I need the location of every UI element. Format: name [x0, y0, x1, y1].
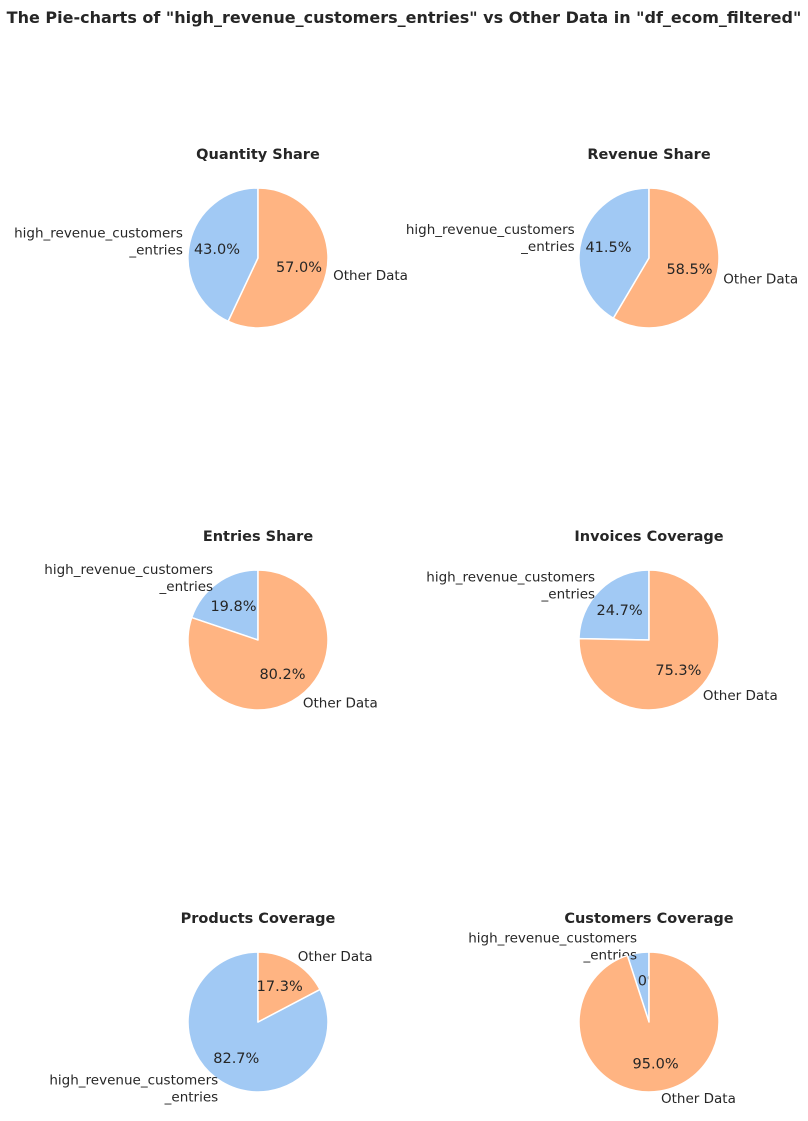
pie-chart-5: Products Coverage 82.7% high_revenue_custo… [49, 911, 372, 1105]
slice-label: high_revenue_customers _entries [44, 562, 213, 595]
slice-percentage: 19.8% [210, 599, 256, 615]
slice-label: high_revenue_customers _entries [406, 222, 575, 255]
slice-percentage: 75.3% [655, 663, 701, 679]
figure-title: The Pie-charts of "high_revenue_customer… [7, 8, 802, 27]
pie-title: Entries Share [203, 529, 313, 545]
slice-percentage: 57.0% [276, 260, 322, 276]
pie-title: Products Coverage [181, 911, 336, 927]
pie-title: Invoices Coverage [574, 529, 723, 545]
slice-label: Other Data [703, 688, 778, 704]
slice-label: high_revenue_customers _entries [14, 226, 183, 259]
pie-chart-2: Revenue Share 41.5% high_revenue_customers… [406, 147, 798, 329]
pie-slice [187, 187, 259, 323]
slice-percentage: 80.2% [259, 667, 305, 683]
slice-label: high_revenue_customers _entries [426, 570, 595, 603]
pie-title: Quantity Share [196, 147, 320, 163]
slice-label: high_revenue_customers _entries [468, 930, 637, 963]
slice-label: Other Data [303, 696, 378, 712]
slice-percentage: 43.0% [194, 242, 240, 258]
pie-chart-1: Quantity Share 43.0% high_revenue_customer… [14, 147, 408, 329]
pie-slice [187, 569, 329, 711]
slice-percentage: 82.7% [213, 1051, 259, 1067]
slice-percentage: 95.0% [633, 1057, 679, 1073]
pie-slice [578, 569, 720, 711]
pie-title: Revenue Share [587, 147, 711, 163]
pie-slice [257, 951, 321, 1023]
slice-percentage: 41.5% [585, 240, 631, 256]
slice-label: Other Data [661, 1091, 736, 1107]
pie-slice [578, 569, 650, 641]
pie-chart-3: Entries Share 19.8% high_revenue_customers… [44, 529, 377, 712]
slice-percentage: 58.5% [666, 262, 712, 278]
pie-slice [612, 187, 720, 329]
slice-percentage: 24.7% [597, 603, 643, 619]
pie-slice [227, 187, 329, 329]
pie-slice [578, 951, 720, 1093]
slice-label: Other Data [333, 268, 408, 284]
pie-chart-6: Customers Coverage5.0%high_revenue_custo… [468, 911, 736, 1107]
slice-label: Other Data [298, 949, 373, 965]
slice-percentage: 17.3% [257, 979, 303, 995]
slice-label: Other Data [723, 271, 798, 287]
slice-label: high_revenue_customers _entries [49, 1072, 218, 1105]
pie-title: Customers Coverage [564, 911, 733, 927]
pie-slice [578, 187, 650, 319]
pie-chart-4: Invoices Coverage 24.7%high_revenue_custo… [426, 529, 778, 711]
